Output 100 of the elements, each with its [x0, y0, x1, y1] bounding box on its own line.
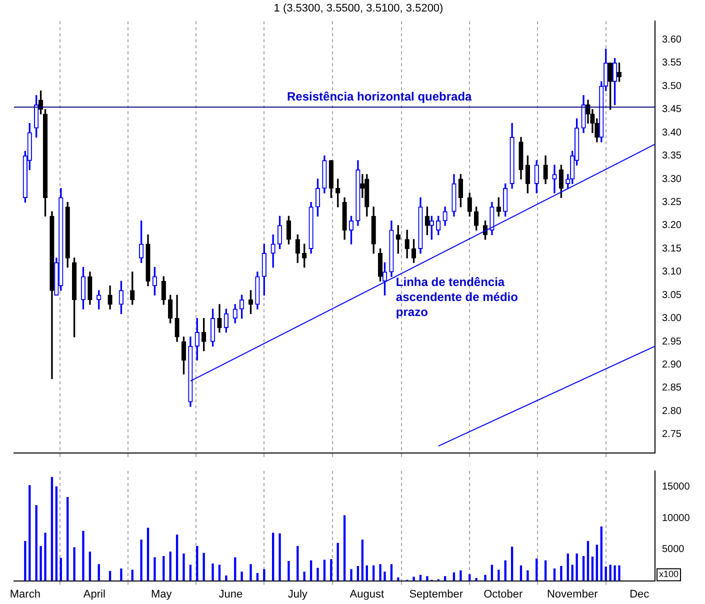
x-tick-label: March	[10, 588, 40, 600]
bar	[82, 530, 84, 581]
y-tick-label: 3.30	[662, 174, 682, 185]
bar	[426, 576, 428, 581]
y-tick-label: 3.20	[662, 220, 682, 232]
bar	[361, 540, 364, 581]
bar	[278, 533, 281, 581]
y-tick-label: 3.25	[662, 197, 682, 208]
y-tick-label: 3.55	[662, 58, 682, 69]
bar	[553, 568, 556, 581]
bar	[510, 546, 514, 581]
bar	[196, 546, 198, 581]
bar	[28, 485, 31, 581]
y-tick-label: 3.15	[662, 243, 682, 254]
bar	[504, 560, 506, 581]
bar	[162, 556, 165, 581]
bar	[536, 558, 538, 581]
bar	[288, 561, 290, 581]
bar	[24, 540, 26, 581]
bar	[330, 559, 332, 581]
bar	[176, 534, 178, 581]
candlestick	[552, 164, 557, 194]
text: x100	[659, 568, 679, 579]
x-tick-label: September	[409, 588, 464, 600]
bar	[412, 576, 415, 581]
x-tick-label: June	[218, 588, 243, 600]
bar	[73, 547, 76, 581]
y-tick-label: 3.60	[662, 34, 682, 46]
bar	[323, 560, 326, 581]
x-tick-label: Dec	[630, 588, 650, 600]
bar	[596, 544, 598, 581]
bar	[566, 553, 569, 581]
bar	[140, 540, 142, 581]
bar	[35, 505, 38, 581]
bar	[88, 552, 92, 581]
y-tick-label: 3.00	[662, 313, 682, 324]
bar	[600, 526, 602, 581]
bar	[384, 572, 386, 581]
bar	[212, 564, 214, 581]
bar	[484, 574, 486, 581]
bar	[604, 566, 607, 581]
x-tick-label: July	[288, 588, 308, 600]
bar	[40, 546, 42, 581]
bar	[618, 565, 620, 581]
bar	[202, 552, 205, 581]
y-tick-label: 3.10	[662, 266, 682, 278]
bar	[609, 564, 612, 581]
ref-line-label: Resistência horizontal quebrada	[287, 89, 472, 104]
bar	[582, 556, 585, 581]
bar	[614, 565, 616, 581]
bar	[182, 553, 185, 581]
bar	[60, 558, 62, 581]
bar	[379, 564, 382, 581]
x-tick-label: August	[350, 588, 384, 600]
bar	[571, 564, 574, 581]
bar	[108, 571, 112, 581]
y-tick-label: 2.90	[662, 360, 682, 371]
bar	[490, 564, 494, 581]
bar	[316, 568, 319, 581]
bar	[336, 542, 339, 581]
y-tick-label: 2.85	[662, 382, 682, 394]
chart-title: 1 (3.5300, 3.5500, 3.5100, 3.5200)	[274, 2, 444, 15]
y-tick-label: 2.95	[662, 336, 682, 348]
bar	[343, 515, 346, 581]
annotation: Linha de tendência ascendente de médio prazo	[396, 274, 518, 319]
bar	[350, 569, 352, 581]
bar	[272, 532, 274, 581]
bar	[169, 552, 172, 581]
bar	[296, 546, 299, 581]
bar	[225, 575, 228, 581]
bar	[390, 564, 393, 581]
bar	[468, 574, 471, 581]
bar	[50, 476, 54, 581]
bar	[526, 570, 529, 581]
bar	[460, 570, 462, 581]
bar	[250, 564, 252, 581]
y-tick-label: 3.05	[662, 290, 682, 301]
bar	[576, 553, 578, 581]
bar	[98, 564, 100, 581]
bar	[366, 565, 368, 581]
y-tick-label: 5000	[662, 544, 685, 556]
bar	[120, 568, 122, 581]
y-tick-label: 3.45	[662, 104, 682, 116]
bar	[234, 557, 236, 581]
bar	[372, 565, 375, 581]
bar	[356, 566, 360, 581]
x-tick-label: May	[151, 588, 172, 600]
x-tick-label: April	[83, 588, 106, 600]
bar	[154, 557, 156, 581]
bar	[218, 564, 221, 581]
bar	[310, 560, 312, 581]
bar	[146, 528, 150, 581]
y-tick-label: 3.35	[662, 150, 682, 162]
bar	[475, 578, 478, 581]
y-tick-label: 2.75	[662, 429, 682, 440]
x-tick-label: November	[546, 588, 598, 600]
bar	[544, 560, 547, 581]
bar	[520, 565, 522, 581]
y-tick-label: 3.40	[662, 127, 682, 138]
bar	[240, 572, 243, 581]
